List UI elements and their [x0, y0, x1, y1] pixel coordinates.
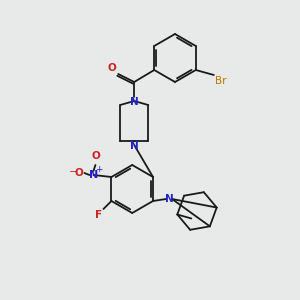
Text: N: N — [89, 170, 98, 180]
Text: N: N — [165, 194, 173, 204]
Text: N: N — [130, 141, 139, 151]
Text: +: + — [95, 166, 102, 175]
Text: O: O — [74, 168, 83, 178]
Text: O: O — [91, 151, 100, 161]
Text: O: O — [107, 63, 116, 73]
Text: Br: Br — [215, 76, 226, 86]
Text: −: − — [69, 167, 78, 177]
Text: N: N — [130, 97, 139, 107]
Text: F: F — [95, 210, 102, 220]
